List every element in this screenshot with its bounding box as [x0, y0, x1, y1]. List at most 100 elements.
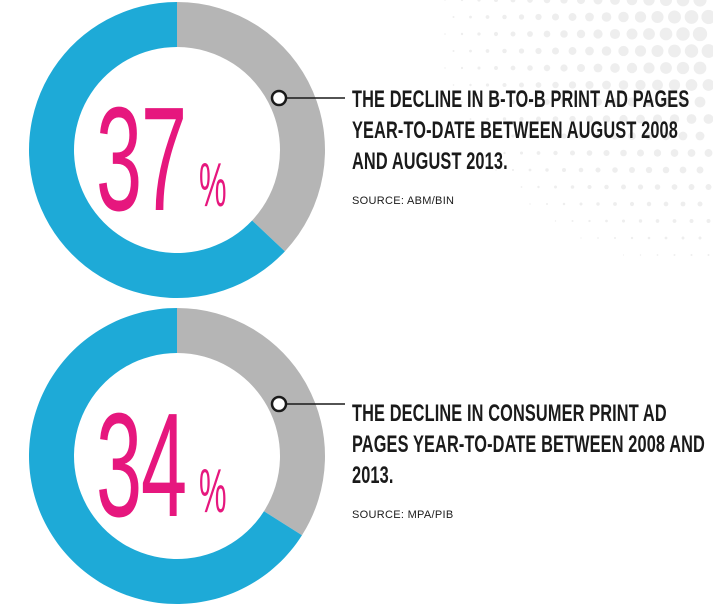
background-dot: [696, 166, 704, 174]
background-dot: [569, 150, 576, 156]
background-dot: [601, 46, 612, 56]
background-dot: [485, 15, 490, 19]
background-dot: [619, 114, 628, 124]
background-dot: [669, 114, 680, 124]
background-dot: [701, 44, 713, 58]
background-dot: [676, 27, 690, 41]
background-dot: [460, 32, 464, 36]
background-dot: [519, 116, 524, 122]
background-dot: [612, 167, 618, 173]
background-dot: [593, 63, 603, 73]
background-dot: [671, 184, 678, 190]
background-dot: [520, 186, 523, 188]
background-dot: [561, 167, 567, 173]
background-dot: [551, 47, 560, 55]
background-dot: [597, 237, 599, 239]
background-dot: [613, 236, 617, 240]
background-dot: [644, 97, 654, 107]
background-dot: [529, 203, 531, 205]
background-dot: [510, 31, 516, 37]
source-label: SOURCE: MPA/PIB: [352, 509, 454, 521]
background-dot: [639, 254, 642, 256]
background-dot: [664, 236, 668, 240]
background-dot: [595, 167, 601, 173]
background-dot: [527, 65, 533, 71]
background-dot: [702, 79, 713, 91]
background-dot: [684, 44, 699, 58]
caption-block-1: THE DECLINE IN B-TO-B PRINT AD PAGES YEA…: [352, 84, 707, 207]
background-dot: [670, 149, 679, 157]
background-dot: [568, 13, 577, 21]
background-dot: [494, 134, 498, 138]
background-dot: [706, 219, 711, 223]
background-dot: [576, 29, 586, 39]
background-dot: [502, 14, 507, 20]
background-dot: [544, 133, 550, 139]
background-dot: [594, 132, 602, 140]
background-dot: [629, 201, 635, 207]
background-dot: [652, 114, 663, 124]
background-dot: [673, 254, 676, 256]
background-dot: [460, 66, 464, 70]
background-dot: [618, 11, 629, 23]
background-dot: [672, 219, 677, 223]
background-dot: [495, 169, 497, 171]
background-dot: [551, 13, 560, 21]
background-dot: [634, 45, 647, 57]
slice-remainder: [28, 2, 285, 298]
background-dot: [636, 149, 645, 157]
background-dot: [570, 185, 575, 189]
background-dot: [677, 96, 689, 108]
background-dot: [553, 150, 558, 156]
background-dot: [593, 0, 603, 5]
background-dot: [452, 84, 455, 86]
background-dot: [510, 99, 516, 105]
background-dot: [535, 13, 542, 21]
background-dot: [486, 152, 489, 154]
background-dot: [593, 29, 603, 39]
background-dot: [668, 10, 681, 24]
background-dot: [585, 80, 594, 90]
background-dot: [578, 133, 584, 139]
background-dot: [554, 185, 557, 189]
callout-dot: [270, 89, 288, 107]
background-dot: [684, 10, 699, 24]
background-dot: [444, 67, 446, 69]
background-dot: [543, 64, 551, 72]
slice-decline: [177, 308, 325, 536]
background-dot: [688, 184, 695, 190]
background-dot: [477, 66, 481, 70]
background-dot: [528, 134, 532, 138]
background-dot: [576, 63, 586, 73]
background-dot: [580, 237, 582, 239]
background-dot: [452, 16, 455, 18]
background-dot: [661, 131, 671, 141]
background-dot: [660, 96, 672, 108]
background-dot: [678, 131, 688, 141]
background-dot: [610, 63, 620, 73]
percent-value: 34: [96, 383, 186, 548]
background-dot: [638, 219, 643, 223]
percent-value: 37: [96, 77, 186, 242]
background-dot: [613, 202, 617, 206]
background-dot: [477, 32, 481, 36]
background-dot: [605, 219, 608, 223]
background-dot: [692, 26, 708, 42]
background-dot: [652, 79, 663, 91]
background-dot: [586, 115, 593, 123]
background-dot: [704, 149, 713, 157]
background-dot: [662, 166, 670, 174]
background-dot: [585, 46, 594, 56]
background-dot: [668, 44, 681, 58]
background-dot: [560, 64, 568, 72]
background-dot: [586, 150, 593, 156]
background-dot: [535, 82, 542, 88]
background-dot: [568, 81, 577, 89]
background-dot: [536, 116, 541, 122]
background-dot: [634, 11, 647, 23]
background-dot: [620, 149, 627, 157]
callout-dot: [270, 395, 288, 413]
background-dot: [535, 47, 542, 55]
background-dot: [518, 14, 525, 20]
background-dot: [693, 0, 707, 7]
